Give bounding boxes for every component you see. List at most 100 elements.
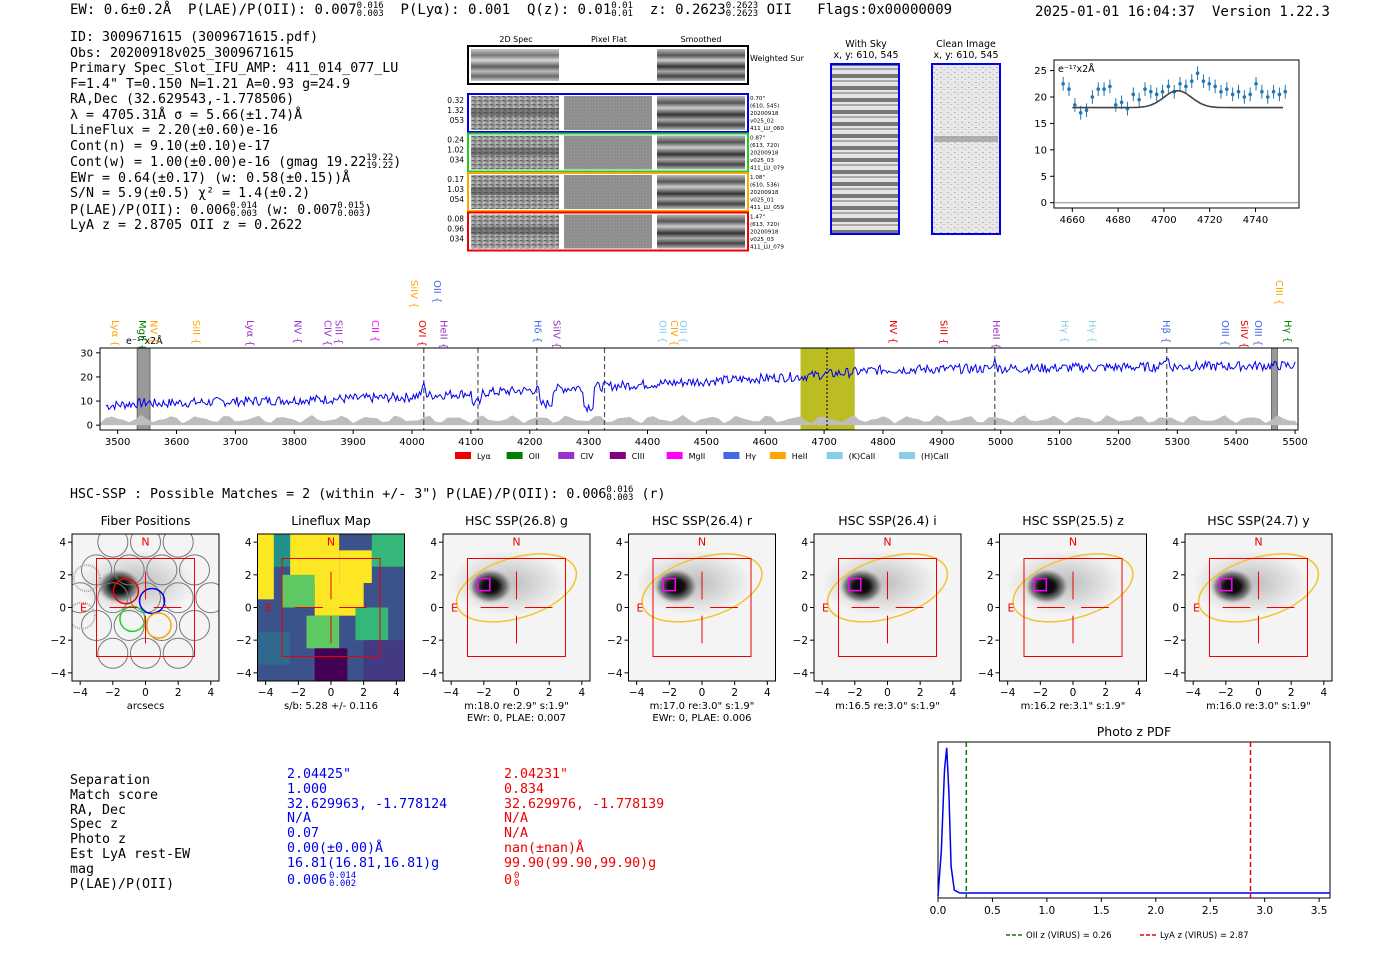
zoom-data-point bbox=[1225, 87, 1229, 91]
spec-line-label: Lyα { bbox=[244, 320, 255, 347]
zoom-data-point bbox=[1073, 103, 1077, 107]
search-box bbox=[1023, 558, 1123, 657]
aperture-ellipse bbox=[1012, 553, 1134, 623]
hsc-x-tick-label: 2 bbox=[175, 687, 182, 699]
info-fit: F=1.4" T=0.150 N=1.21 A=0.93 g=24.9 bbox=[70, 76, 351, 92]
hsc-x-tick-label: −4 bbox=[629, 687, 645, 699]
hsc-y-tick-label: 0 bbox=[1172, 603, 1179, 615]
spec-highlight-band bbox=[800, 348, 855, 430]
hsc-x-tick-label: −4 bbox=[1000, 687, 1016, 699]
hsc-x-tick-label: −4 bbox=[1185, 687, 1201, 699]
spec-unit-label: e⁻¹⁷x2Å bbox=[126, 335, 163, 347]
zoom-data-point bbox=[1160, 89, 1165, 94]
cutout-col-label-smooth: Smoothed bbox=[681, 35, 722, 44]
hsc-title: HSC-SSP : Possible Matches = 2 (within +… bbox=[70, 486, 666, 503]
hsc-y-tick-label: −2 bbox=[978, 635, 993, 647]
cutout-col-label-flat: Pixel Flat bbox=[591, 35, 627, 44]
hsc-x-tick-label: −2 bbox=[1218, 687, 1233, 699]
hsc-y-tick-label: −2 bbox=[51, 635, 66, 647]
hsc-x-tick-label: −4 bbox=[443, 687, 459, 699]
fiber-circle bbox=[130, 534, 161, 558]
match-col-1-row: 1.000 bbox=[287, 782, 447, 798]
spec-legend-swatch bbox=[455, 452, 471, 459]
hsc-panel-caption: m:18.0 re:2.9" s:1.9" bbox=[464, 701, 569, 712]
hsc-x-tick-label: 4 bbox=[764, 687, 771, 699]
header-version: Version 1.22.3 bbox=[1211, 4, 1330, 20]
lineflux-cell bbox=[306, 615, 340, 649]
match-col-1-row: 0.006 0.014 0.002 bbox=[287, 871, 447, 889]
compass-north: N bbox=[141, 535, 149, 548]
hsc-y-tick-label: −2 bbox=[793, 635, 808, 647]
hsc-panel-image bbox=[1185, 534, 1332, 681]
hsc-x-tick-label: 2 bbox=[917, 687, 924, 699]
spec-line-label: Hγ { bbox=[1058, 320, 1069, 343]
fiber-circle bbox=[162, 582, 194, 614]
cutout-row-left-label: 0.08 bbox=[447, 215, 464, 224]
match-col-2-row-value: 2.04231" bbox=[504, 767, 569, 782]
compass-north: N bbox=[883, 535, 891, 548]
hsc-y-tick-label: 0 bbox=[59, 603, 66, 615]
hsc-y-tick-label: 2 bbox=[59, 570, 66, 582]
info-sn: S/N = 5.9(±0.5) χ² = 1.4(±0.2) bbox=[70, 186, 311, 201]
spec-line-label: MgII { bbox=[136, 320, 147, 350]
clean-image-title: Clean Image bbox=[936, 39, 996, 50]
aperture-ellipse bbox=[455, 553, 578, 623]
zoom-data-point bbox=[1084, 108, 1089, 113]
zoom-y-tick-label: 0 bbox=[1041, 198, 1047, 209]
cutout-row-right-label: 20200918 bbox=[750, 190, 779, 196]
hsc-panel-title: HSC SSP(26.4) i bbox=[838, 513, 936, 528]
spec-line-label: OVI { bbox=[416, 320, 427, 347]
pdf-x-tick-label: 1.5 bbox=[1093, 905, 1110, 917]
hsc-x-tick-label: 4 bbox=[578, 687, 585, 699]
fiber-highlight-blue bbox=[138, 587, 166, 615]
hsc-y-tick-label: 4 bbox=[987, 537, 994, 549]
cutout-row-right-label: v025_01 bbox=[750, 198, 774, 204]
hsc-x-tick-label: 4 bbox=[949, 687, 956, 699]
cutout-panel: 2D Spec Pixel Flat Smoothed Weighted Sum… bbox=[447, 35, 804, 252]
compass-north: N bbox=[512, 535, 520, 548]
cutout-row-right-label: 411_LU_079 bbox=[750, 166, 784, 172]
info-plae: P(LAE)/P(OII): 0.006 bbox=[70, 202, 231, 218]
match-col-2-row: 32.629976, -1.778139 bbox=[504, 797, 664, 813]
compass-east: E bbox=[1007, 602, 1014, 615]
cutout-row-right-label: 20200918 bbox=[750, 151, 779, 157]
match-label: Spec z bbox=[70, 817, 119, 833]
spec-x-tick-label: 5000 bbox=[988, 437, 1013, 448]
zoom-y-tick-label: 25 bbox=[1034, 66, 1047, 77]
info-contw-hi: 19.22 bbox=[366, 153, 394, 163]
match-col-1-row: 32.629963, -1.778124 bbox=[287, 797, 447, 813]
header-plae-hi: 0.016 bbox=[356, 1, 384, 11]
match-col-1-row: 0.07 bbox=[287, 826, 447, 842]
zoom-data-point bbox=[1207, 81, 1212, 86]
lineflux-cell bbox=[257, 632, 291, 665]
spec-y-tick-label: 10 bbox=[80, 397, 93, 408]
lineflux-cell bbox=[282, 574, 315, 608]
info-contw-lo: 19.22 bbox=[366, 161, 394, 171]
zoom-y-tick-label: 10 bbox=[1034, 145, 1047, 156]
cutout-row-right-label: 20200918 bbox=[750, 111, 779, 117]
spec-line-label: NV { bbox=[148, 320, 159, 344]
clean-image-coords: x, y: 610, 545 bbox=[933, 50, 998, 61]
hsc-title-text: HSC-SSP : Possible Matches = 2 (within +… bbox=[70, 487, 607, 502]
info-lyaz: LyA z = 2.8705 OII z = 0.2622 bbox=[70, 218, 303, 233]
fiber-circle bbox=[146, 554, 178, 586]
spec-x-tick-label: 3900 bbox=[340, 437, 365, 448]
hsc-panel-image bbox=[257, 534, 405, 681]
zoom-data-point bbox=[1283, 89, 1288, 94]
spec-line-label: CIV { bbox=[321, 320, 332, 346]
hsc-y-tick-label: 0 bbox=[616, 603, 623, 615]
lineflux-cell bbox=[339, 550, 372, 583]
hsc-y-tick-label: 4 bbox=[245, 537, 252, 549]
fiber-highlight-orange bbox=[145, 612, 172, 639]
zoom-data-point bbox=[1090, 95, 1095, 99]
zoom-data-point bbox=[1201, 79, 1206, 83]
cutout-row-left-label: 1.02 bbox=[447, 146, 464, 155]
cutout-smoothed bbox=[657, 214, 745, 249]
spec-line-label: SiII { bbox=[938, 320, 949, 345]
cutout-smoothed bbox=[657, 175, 745, 209]
search-box bbox=[96, 558, 195, 657]
hsc-y-tick-label: 0 bbox=[987, 603, 994, 615]
spec-x-tick-label: 4300 bbox=[576, 437, 601, 448]
hsc-panel-caption: EWr: 0, PLAE: 0.007 bbox=[467, 713, 566, 724]
hsc-y-tick-label: −2 bbox=[607, 635, 622, 647]
